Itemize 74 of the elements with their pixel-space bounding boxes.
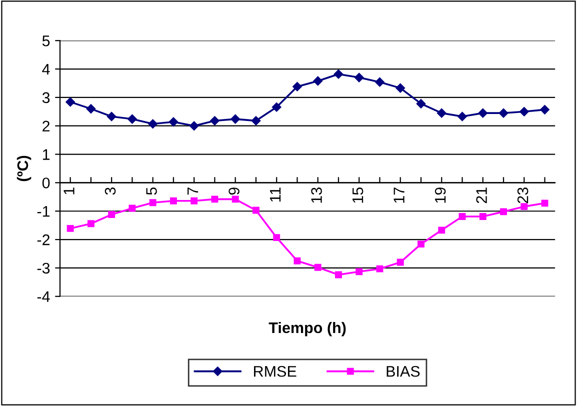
point bbox=[458, 213, 466, 220]
point bbox=[541, 200, 548, 207]
point bbox=[148, 119, 158, 128]
x-tick-label: 15 bbox=[352, 188, 364, 203]
x-tick-label: 7 bbox=[188, 188, 198, 195]
point bbox=[273, 234, 280, 242]
y-tick-label: -2 bbox=[37, 234, 50, 246]
point bbox=[189, 121, 199, 130]
point bbox=[232, 196, 239, 203]
legend-label: BIAS bbox=[386, 366, 420, 377]
y-tick-label: 2 bbox=[42, 120, 50, 132]
point bbox=[376, 265, 384, 272]
point bbox=[86, 104, 96, 114]
x-tick-label: 19 bbox=[434, 188, 446, 203]
point bbox=[436, 108, 446, 118]
point bbox=[478, 108, 488, 118]
y-tick-label: -4 bbox=[37, 291, 50, 302]
point bbox=[314, 264, 322, 271]
point bbox=[354, 72, 364, 82]
point bbox=[520, 203, 528, 210]
point bbox=[149, 199, 156, 206]
point bbox=[520, 107, 529, 116]
y-axis-title: (ºC) bbox=[16, 156, 32, 182]
point bbox=[396, 258, 404, 266]
point bbox=[396, 83, 405, 93]
point bbox=[272, 102, 282, 112]
point bbox=[251, 116, 261, 126]
point bbox=[128, 204, 136, 212]
point bbox=[66, 97, 75, 107]
x-tick-label: 21 bbox=[476, 188, 487, 204]
point bbox=[210, 116, 220, 126]
point bbox=[66, 224, 74, 232]
point bbox=[334, 70, 344, 79]
point bbox=[375, 77, 384, 87]
point bbox=[500, 208, 507, 216]
legend-label: RMSE bbox=[254, 366, 296, 377]
point bbox=[498, 108, 508, 118]
point bbox=[294, 257, 301, 264]
point bbox=[356, 268, 363, 276]
point bbox=[292, 82, 302, 92]
x-tick-label: 11 bbox=[270, 188, 281, 202]
point bbox=[230, 114, 240, 124]
point bbox=[190, 197, 198, 204]
point bbox=[168, 117, 178, 127]
y-tick-label: -1 bbox=[37, 206, 50, 217]
point bbox=[458, 112, 467, 122]
point bbox=[252, 206, 260, 214]
x-tick-label: 3 bbox=[104, 188, 116, 195]
point bbox=[106, 112, 116, 122]
x-tick-label: 1 bbox=[64, 188, 74, 194]
x-tick-label: 23 bbox=[517, 188, 528, 204]
point bbox=[335, 271, 342, 278]
x-tick-label: 13 bbox=[311, 188, 322, 203]
x-tick-label: 9 bbox=[228, 188, 240, 195]
point bbox=[313, 76, 322, 86]
point bbox=[479, 213, 486, 220]
x-tick-label: 17 bbox=[394, 188, 404, 203]
y-tick-label: 3 bbox=[42, 92, 50, 104]
x-axis-title: Tiempo (h) bbox=[268, 322, 346, 336]
point bbox=[438, 226, 446, 234]
y-tick-label: 1 bbox=[42, 149, 50, 160]
y-tick-label: -3 bbox=[37, 262, 50, 274]
point bbox=[416, 99, 426, 108]
y-tick-label: 5 bbox=[42, 36, 50, 46]
y-tick-label: 0 bbox=[42, 178, 50, 188]
point bbox=[87, 220, 94, 228]
point bbox=[108, 211, 116, 218]
x-tick-label: 5 bbox=[146, 188, 157, 195]
point bbox=[540, 105, 550, 114]
point bbox=[418, 240, 424, 248]
point bbox=[211, 196, 218, 203]
point bbox=[128, 114, 137, 124]
point bbox=[170, 197, 177, 204]
y-tick-label: 4 bbox=[42, 64, 50, 75]
